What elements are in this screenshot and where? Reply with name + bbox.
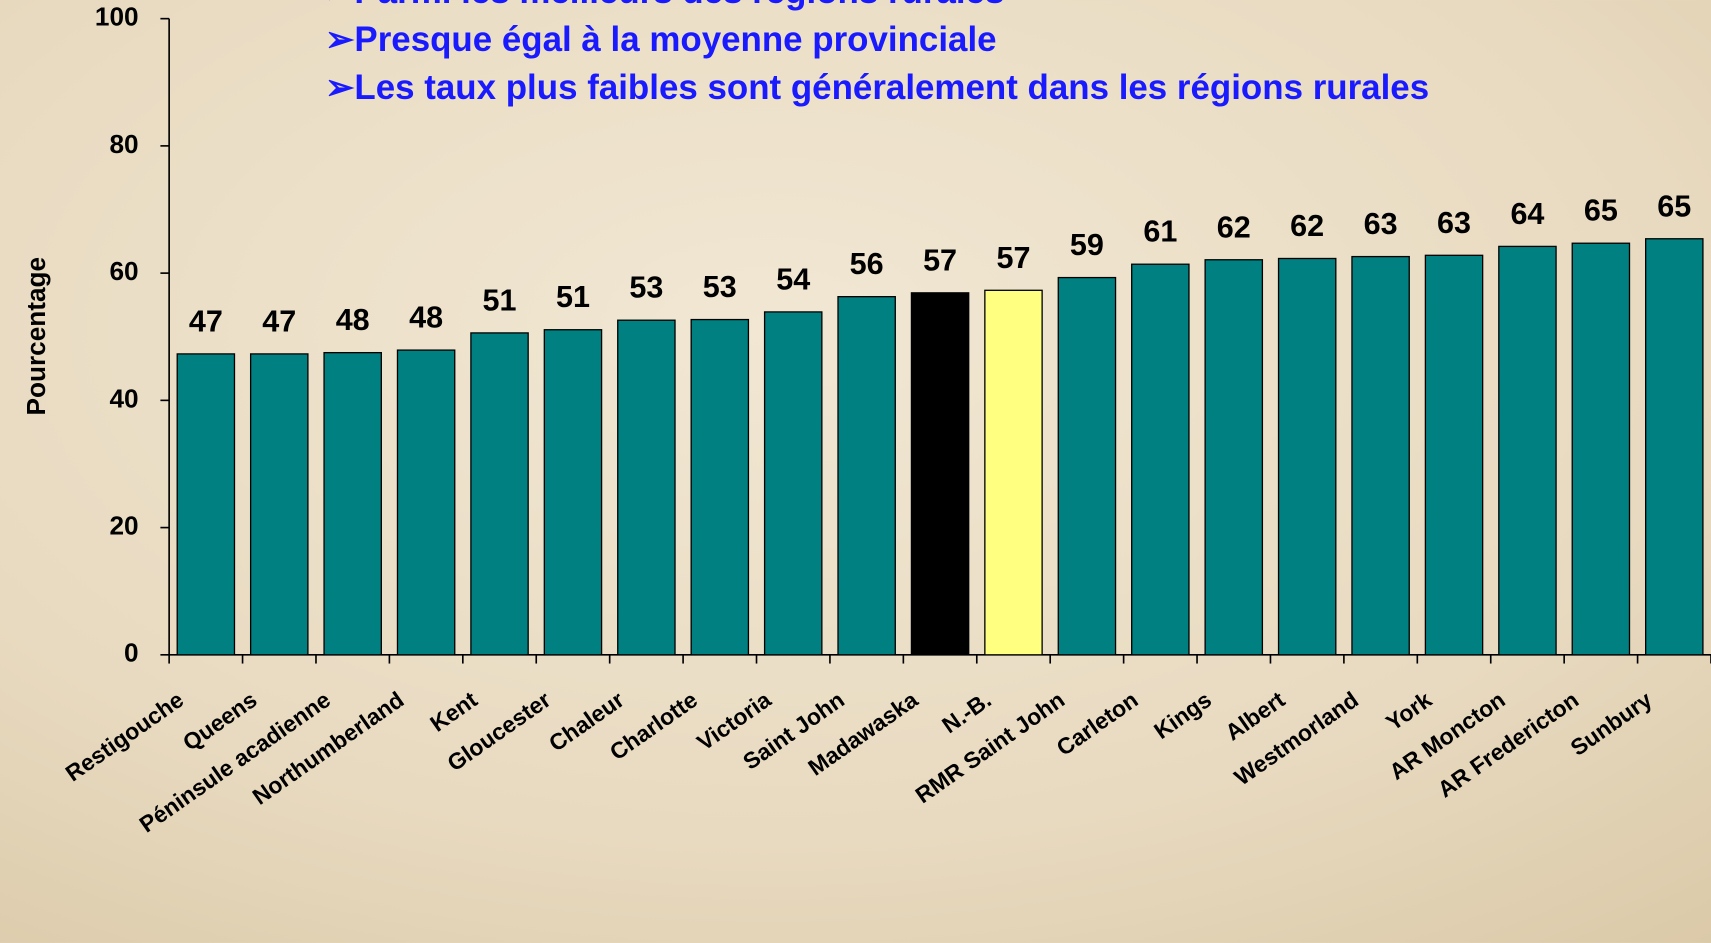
value-label: 57	[996, 241, 1030, 275]
y-tick-label: 100	[95, 2, 139, 32]
bar	[1644, 238, 1704, 656]
value-label: 65	[1584, 194, 1618, 228]
value-label: 62	[1290, 209, 1324, 243]
value-label: 51	[483, 283, 517, 317]
value-label: 47	[262, 304, 296, 338]
bar	[910, 292, 970, 656]
value-label: 59	[1070, 228, 1104, 262]
bar	[249, 353, 309, 656]
value-label: 47	[189, 304, 223, 338]
value-label: 61	[1143, 215, 1177, 249]
value-label: 63	[1437, 206, 1471, 240]
bar	[984, 289, 1043, 656]
value-label: 48	[409, 301, 443, 335]
bar	[1277, 257, 1337, 656]
y-axis-label: Pourcentage	[21, 257, 51, 416]
bar	[617, 319, 676, 656]
bar	[396, 349, 456, 656]
value-label: 63	[1364, 207, 1398, 241]
value-label: 62	[1217, 210, 1251, 244]
bar	[1571, 242, 1631, 656]
value-label: 54	[776, 262, 810, 296]
annotation: ➢Presque égal à la moyenne provinciale	[325, 20, 996, 59]
bar	[690, 318, 750, 656]
bar	[543, 329, 603, 656]
annotation: ➢Les taux plus faibles sont généralement…	[325, 68, 1429, 107]
y-tick-label: 60	[109, 256, 138, 286]
y-tick-label: 40	[109, 383, 138, 413]
y-tick-label: 80	[109, 129, 138, 159]
bar	[1131, 263, 1190, 656]
value-label: 53	[629, 271, 663, 305]
bar	[1351, 255, 1410, 656]
bar	[323, 351, 382, 656]
value-label: 57	[923, 243, 957, 277]
value-label: 64	[1510, 197, 1544, 231]
bar	[470, 332, 529, 656]
bar	[837, 296, 896, 656]
bar	[1424, 254, 1484, 656]
annotation: ➢Parmi les meilleurs des régions rurales	[325, 0, 1004, 11]
bar	[763, 311, 823, 656]
bar	[1204, 259, 1264, 656]
value-label: 48	[336, 303, 370, 337]
y-tick-label: 0	[124, 638, 139, 668]
value-label: 65	[1657, 189, 1691, 223]
bar	[176, 353, 236, 656]
value-label: 51	[556, 280, 590, 314]
y-tick-label: 20	[109, 511, 138, 541]
value-label: 53	[703, 270, 737, 304]
bar	[1498, 245, 1557, 656]
bar	[1057, 276, 1117, 656]
value-label: 56	[850, 247, 884, 281]
